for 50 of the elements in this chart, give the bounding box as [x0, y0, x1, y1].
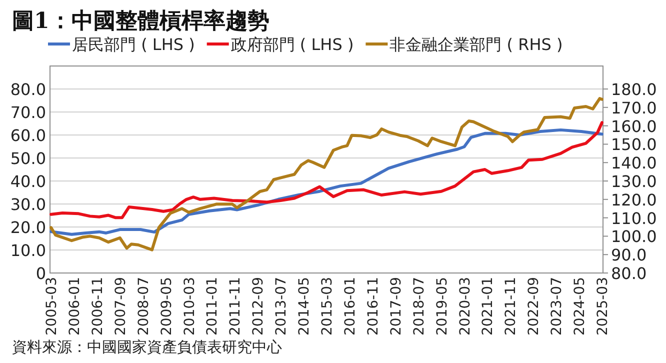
- y2-tick-label: 140.0: [611, 154, 657, 173]
- y-tick-label: 60.0: [10, 126, 46, 145]
- y-tick-label: 10.0: [10, 241, 46, 260]
- x-tick-label: 2010-03: [182, 277, 198, 336]
- x-tick-label: 2007-09: [112, 277, 129, 336]
- x-tick-label: 2011-01: [204, 277, 221, 336]
- legend-label: 政府部門 ( LHS ): [230, 35, 354, 54]
- y2-tick-label: 180.0: [611, 80, 657, 99]
- y2-tick-label: 160.0: [611, 116, 657, 136]
- source-note: 資料來源：中國國家資產負債表研究中心: [12, 338, 282, 356]
- x-tick-label: 2015-03: [320, 277, 336, 336]
- x-tick-label: 2022-09: [526, 277, 542, 336]
- x-tick-label: 2021-01: [480, 277, 496, 336]
- x-tick-label: 2009-05: [158, 277, 175, 336]
- y-tick-label: 70.0: [10, 103, 46, 122]
- x-tick-label: 2005-03: [44, 277, 60, 336]
- x-tick-label: 2019-05: [434, 277, 450, 336]
- chart-title: 圖1：中國整體槓桿率趨勢: [12, 8, 270, 34]
- x-tick-label: 2017-09: [388, 277, 404, 336]
- x-tick-label: 2016-01: [342, 277, 358, 336]
- y2-tick-label: 120.0: [611, 190, 657, 210]
- legend-label: 居民部門 ( LHS ): [72, 35, 195, 54]
- x-tick-label: 2006-01: [66, 277, 83, 336]
- x-tick-label: 2006-11: [90, 277, 106, 336]
- y2-tick-label: 130.0: [611, 172, 657, 191]
- y-tick-label: 40.0: [10, 172, 46, 191]
- y-tick-label: 80.0: [10, 80, 46, 99]
- legend-label: 非金融企業部門 ( RHS ): [390, 35, 563, 54]
- y-tick-label: 0: [36, 264, 46, 283]
- y2-tick-label: 90.0: [611, 246, 647, 265]
- y-tick-label: 50.0: [10, 149, 46, 168]
- y-tick-label: 20.0: [10, 218, 46, 237]
- x-tick-label: 2020-03: [457, 277, 474, 336]
- x-tick-label: 2012-09: [250, 277, 267, 336]
- x-tick-label: 2013-07: [274, 277, 290, 336]
- y2-tick-label: 150.0: [611, 135, 657, 154]
- y2-tick-label: 170.0: [611, 98, 657, 118]
- x-tick-label: 2023-07: [549, 277, 566, 336]
- y2-tick-label: 80.0: [611, 264, 647, 283]
- x-tick-label: 2008-07: [136, 277, 152, 336]
- x-tick-label: 2024-05: [572, 277, 588, 336]
- y2-tick-label: 110.0: [611, 208, 657, 228]
- x-tick-label: 2018-07: [411, 277, 428, 336]
- x-tick-label: 2016-11: [365, 277, 382, 336]
- x-tick-label: 2011-11: [228, 277, 244, 336]
- x-tick-label: 2014-05: [296, 277, 313, 336]
- x-tick-label: 2025-03: [595, 277, 611, 336]
- y-tick-label: 30.0: [10, 195, 46, 214]
- y2-tick-label: 100.0: [611, 227, 657, 246]
- x-tick-label: 2021-11: [503, 277, 520, 336]
